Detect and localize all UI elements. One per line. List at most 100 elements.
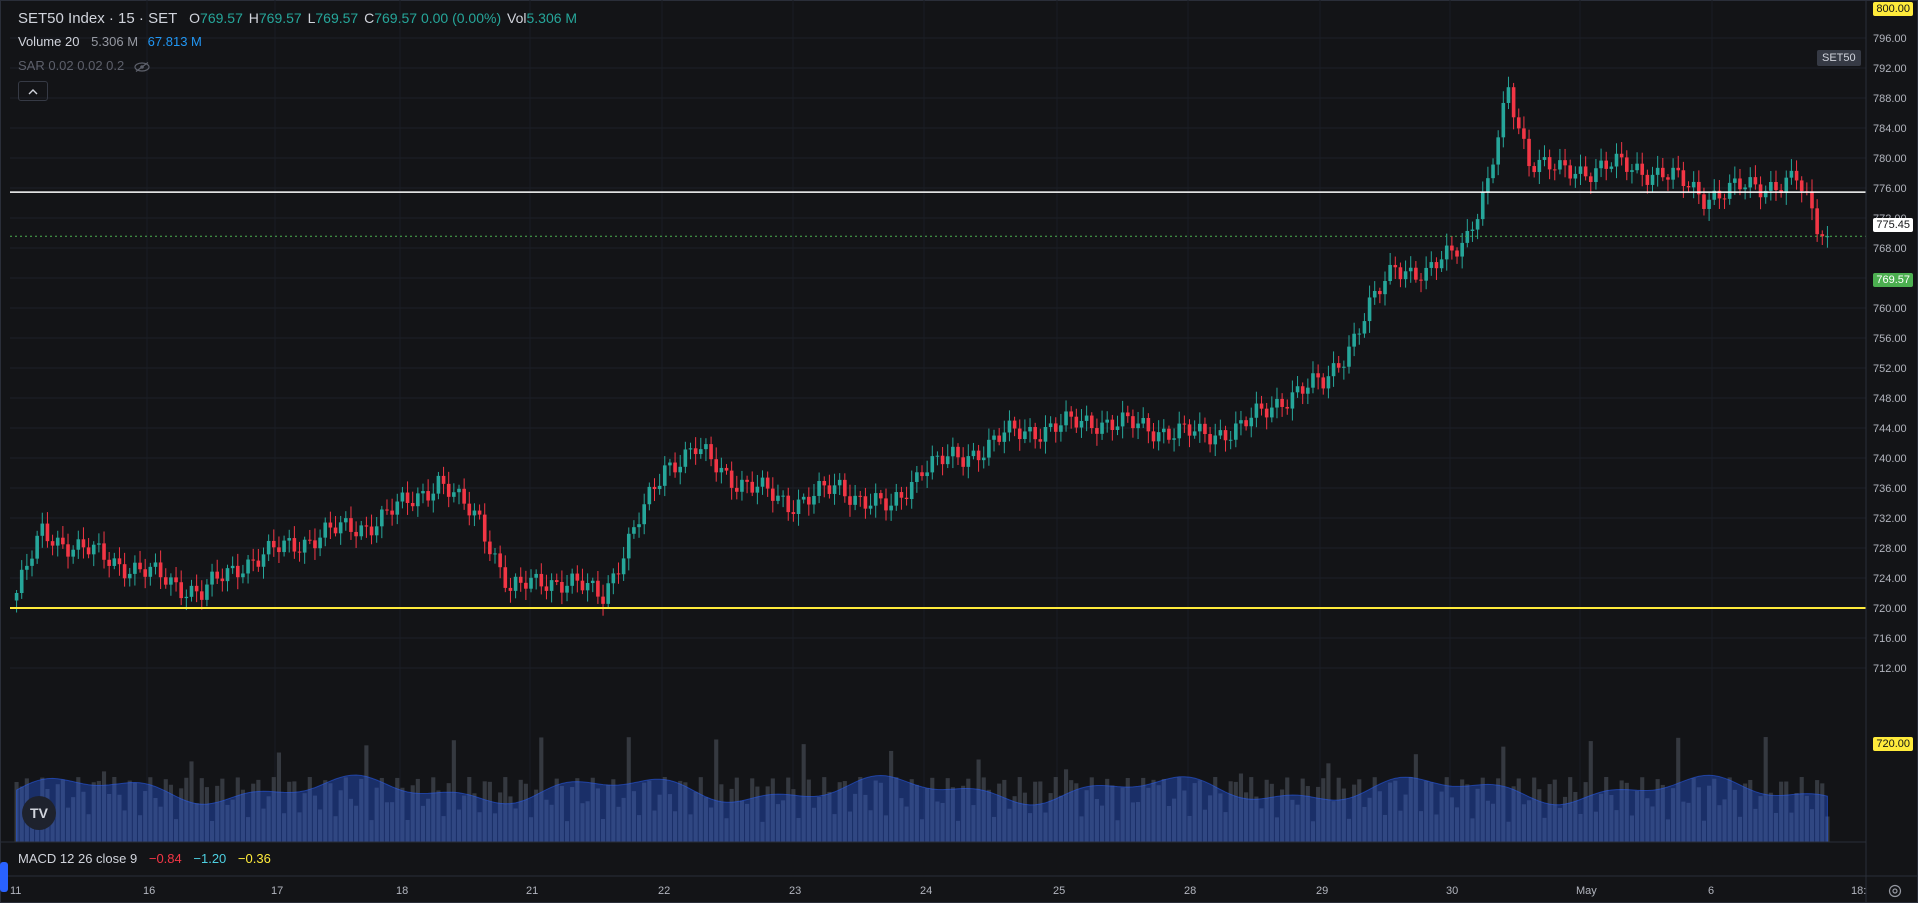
volume-bar <box>328 783 333 842</box>
candle-body <box>817 480 821 496</box>
candle-body <box>637 524 641 528</box>
volume-bar <box>184 777 189 842</box>
volume-bar <box>1686 802 1691 842</box>
volume-bar <box>477 812 482 842</box>
volume-bar <box>1496 778 1501 842</box>
candle-body <box>1794 170 1799 181</box>
candle-body <box>683 449 688 467</box>
candle-body <box>539 573 544 587</box>
volume-bar <box>405 819 410 842</box>
volume-indicator-legend[interactable]: Volume 20 5.306 M 67.813 M <box>18 34 202 49</box>
volume-bar <box>1197 780 1202 842</box>
candle-body <box>961 457 965 467</box>
volume-bar <box>1002 779 1007 842</box>
candle-body <box>734 487 739 492</box>
volume-bar <box>1650 806 1655 842</box>
candle-body <box>1156 432 1161 442</box>
candle-body <box>1450 245 1454 251</box>
candle-body <box>570 573 574 586</box>
candle-body <box>338 522 343 534</box>
volume-bar <box>1115 820 1120 842</box>
candle-body <box>868 505 873 509</box>
volume-bar <box>1547 784 1552 842</box>
volume-bar <box>374 787 379 842</box>
candle-body <box>1023 431 1027 440</box>
volume-bar <box>1202 809 1208 842</box>
candle-body <box>1460 242 1464 257</box>
candle-body <box>148 566 153 577</box>
candle-body <box>441 475 446 484</box>
candle-body <box>61 537 65 545</box>
collapse-legend-button[interactable] <box>18 81 48 101</box>
candle-body <box>781 495 785 497</box>
volume-bar <box>986 789 991 842</box>
candle-body <box>395 501 400 515</box>
volume-bar <box>395 777 400 842</box>
volume-bar <box>636 815 642 842</box>
volume-bar <box>1701 820 1707 842</box>
volume-bar <box>1578 813 1583 842</box>
volume-bar <box>1074 783 1079 842</box>
candle-body <box>863 496 868 509</box>
volume-bar <box>1434 814 1439 842</box>
volume-bar <box>1722 799 1727 842</box>
candle-body <box>827 485 832 494</box>
volume-bar <box>1707 785 1712 842</box>
price-label-yellow-line[interactable]: 720.00 <box>1873 737 1913 751</box>
candle-body <box>606 583 610 604</box>
candle-body <box>1028 427 1032 432</box>
volume-bar <box>1398 810 1403 842</box>
symbol-title[interactable]: SET50 Index · 15 · SET <box>18 10 178 27</box>
volume-bar <box>1130 802 1135 842</box>
change-value: 0.00 (0.00%) <box>420 10 502 26</box>
volume-bar <box>1182 790 1187 842</box>
volume-bar <box>400 787 405 842</box>
candle-body <box>693 448 698 455</box>
high-value: 769.57 <box>258 10 302 26</box>
x-tick-label: 23 <box>789 885 801 897</box>
candle-body <box>596 580 600 597</box>
candle-body <box>1619 153 1624 158</box>
volume-bar <box>1254 796 1259 842</box>
candle-body <box>1722 198 1727 200</box>
volume-bar <box>1388 782 1393 842</box>
volume-bar <box>230 799 235 842</box>
candle-body <box>1234 423 1238 440</box>
candle-body <box>493 553 497 555</box>
price-label-white-line[interactable]: 775.45 <box>1873 218 1913 232</box>
candle-body <box>127 573 132 579</box>
volume-bar <box>528 817 534 842</box>
candle-body <box>1064 411 1068 426</box>
volume-bar <box>554 778 559 842</box>
volume-bar <box>379 777 384 842</box>
volume-bar <box>1444 777 1449 842</box>
volume-bar <box>1141 777 1146 842</box>
volume-bar <box>65 807 71 842</box>
sar-indicator-legend[interactable]: SAR 0.02 0.02 0.2 <box>18 58 150 73</box>
macd-indicator-legend[interactable]: MACD 12 26 close 9 −0.84 −1.20 −0.36 <box>18 851 271 866</box>
candle-body <box>1074 416 1079 428</box>
pane-resize-handle[interactable] <box>0 862 8 892</box>
volume-bar <box>750 778 755 842</box>
candle-body <box>1290 392 1295 409</box>
candle-body <box>1012 420 1017 429</box>
candle-body <box>1059 425 1063 432</box>
candle-body <box>333 527 338 534</box>
settings-icon[interactable] <box>1888 884 1902 898</box>
tradingview-logo-icon[interactable]: TV <box>22 796 56 830</box>
volume-bar <box>1537 789 1542 842</box>
candle-body <box>652 486 657 490</box>
candle-body <box>1336 363 1341 368</box>
candle-body <box>225 568 230 582</box>
candle-body <box>436 475 441 494</box>
candle-body <box>524 582 528 589</box>
volume-bar <box>1336 777 1341 842</box>
candle-body <box>848 496 852 505</box>
volume-bar <box>1341 788 1346 842</box>
candle-body <box>647 486 652 505</box>
eye-off-icon[interactable] <box>134 61 150 72</box>
candle-body <box>1671 167 1675 180</box>
candle-body <box>369 526 374 536</box>
volume-bar <box>1017 777 1022 842</box>
